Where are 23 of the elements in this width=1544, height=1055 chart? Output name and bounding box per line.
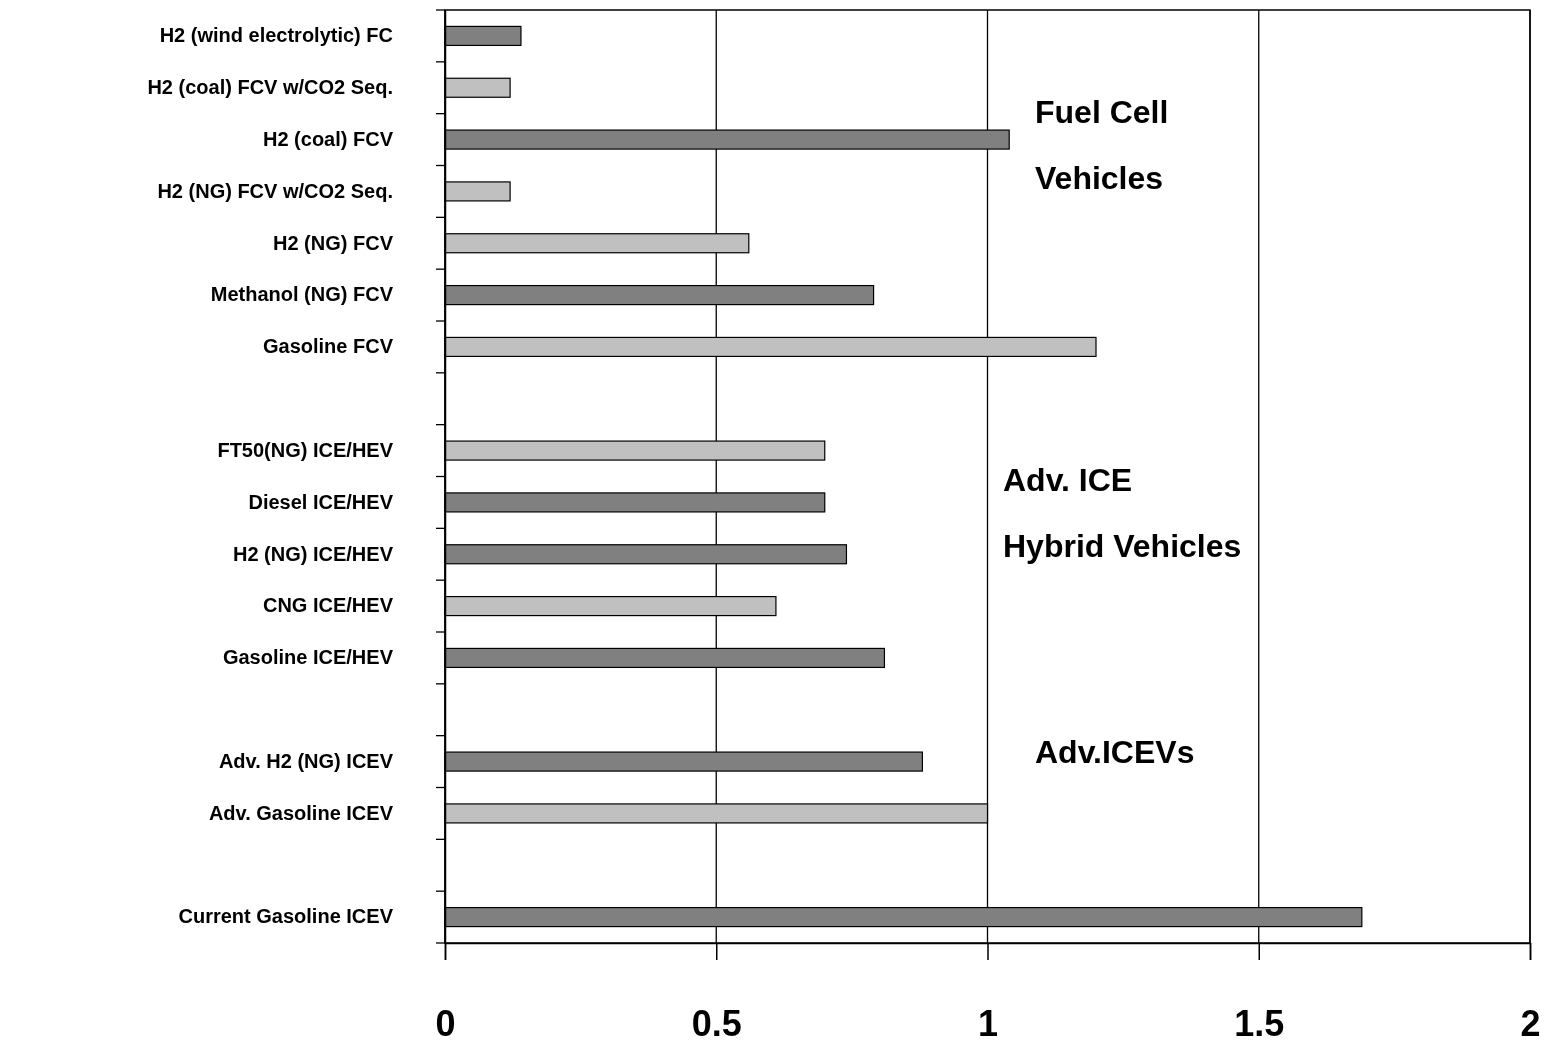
y-tick-label: H2 (NG) FCV w/CO2 Seq. xyxy=(157,179,393,202)
y-tick-label: Gasoline FCV xyxy=(262,335,394,358)
x-tick-label: 2 xyxy=(1520,1002,1541,1044)
x-tick-label: 1.5 xyxy=(1234,1002,1285,1044)
y-tick-label: CNG ICE/HEV xyxy=(262,594,394,617)
y-tick-label: H2 (coal) FCV w/CO2 Seq. xyxy=(147,76,393,99)
annotation: Fuel Cell Vehicles xyxy=(1035,94,1169,197)
y-tick-label: H2 (NG) ICE/HEV xyxy=(232,542,394,565)
x-tick-label: 1 xyxy=(977,1002,999,1044)
y-tick-label: Current Gasoline ICEV xyxy=(178,905,394,928)
x-tick-label: 0 xyxy=(435,1002,456,1044)
y-tick-label: Adv. Gasoline ICEV xyxy=(208,801,394,824)
y-tick-label: FT50(NG) ICE/HEV xyxy=(217,438,394,461)
y-tick-label: H2 (coal) FCV xyxy=(262,127,394,150)
y-tick-label: H2 (wind electrolytic) FC xyxy=(159,24,393,47)
y-tick-label: Methanol (NG) FCV xyxy=(210,283,394,306)
y-tick-label: Diesel ICE/HEV xyxy=(248,490,394,513)
annotation: Adv. ICE Hybrid Vehicles xyxy=(1003,462,1242,565)
x-tick-label: 0.5 xyxy=(691,1002,742,1044)
annotation: Adv.ICEVs xyxy=(1035,734,1195,771)
y-tick-label: Gasoline ICE/HEV xyxy=(222,646,394,669)
y-tick-label: H2 (NG) FCV xyxy=(273,231,394,254)
y-tick-label: Adv. H2 (NG) ICEV xyxy=(218,749,394,772)
